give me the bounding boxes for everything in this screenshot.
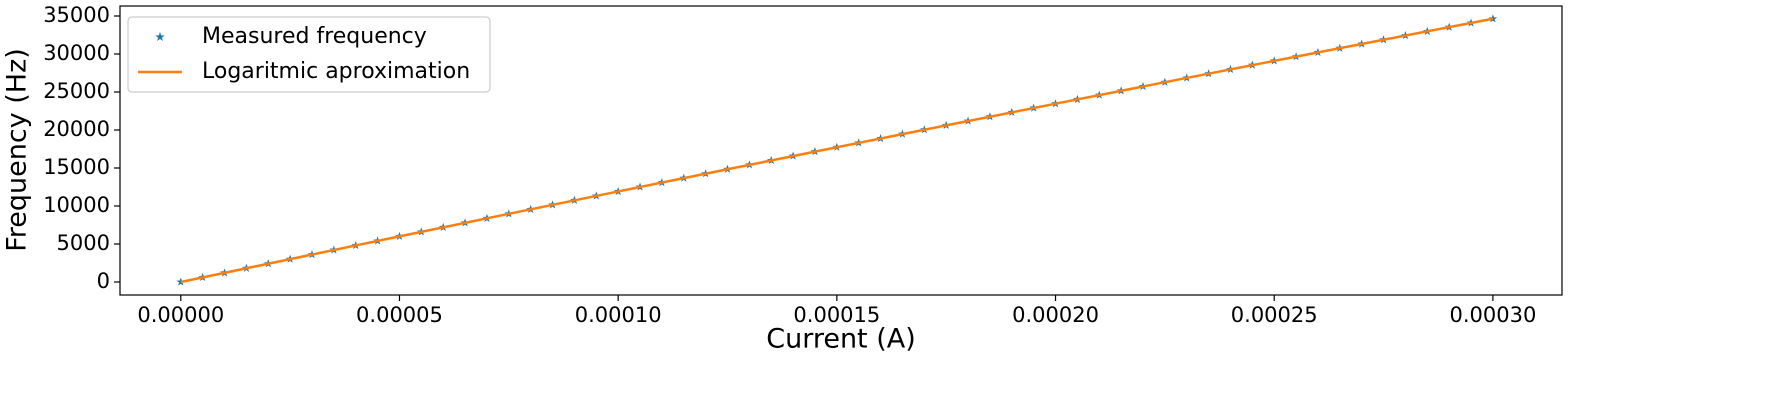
x-tick-label: 0.00025 xyxy=(1231,303,1318,327)
legend-text: Measured frequency xyxy=(202,24,427,49)
y-tick-label: 25000 xyxy=(43,79,110,103)
x-tick-label: 0.00010 xyxy=(575,303,662,327)
y-tick-label: 0 xyxy=(97,269,110,293)
data-point xyxy=(1488,14,1498,23)
x-tick-label: 0.00030 xyxy=(1449,303,1536,327)
y-tick-label: 35000 xyxy=(43,3,110,27)
y-tick-label: 20000 xyxy=(43,117,110,141)
x-tick-label: 0.00000 xyxy=(137,303,224,327)
legend: Measured frequency Logaritmic aproximatio… xyxy=(127,16,491,93)
y-axis-label: Frequency (Hz) xyxy=(2,48,33,252)
line-series xyxy=(180,17,1494,284)
x-tick-label: 0.00020 xyxy=(1012,303,1099,327)
x-axis-label: Current (A) xyxy=(766,324,916,355)
legend-marker xyxy=(155,32,165,42)
y-tick-label: 5000 xyxy=(57,231,110,255)
y-tick-label: 30000 xyxy=(43,41,110,65)
x-tick-label: 0.00005 xyxy=(356,303,443,327)
plot-frame xyxy=(119,5,1563,296)
legend-box xyxy=(127,16,491,93)
y-tick-label: 10000 xyxy=(43,193,110,217)
legend-text: Logaritmic aproximation xyxy=(202,59,470,84)
y-tick-label: 15000 xyxy=(43,155,110,179)
x-tick-label: 0.00015 xyxy=(793,303,880,327)
